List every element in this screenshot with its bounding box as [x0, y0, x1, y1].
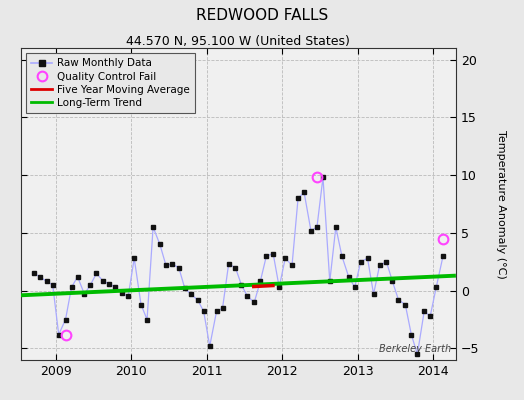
Y-axis label: Temperature Anomaly (°C): Temperature Anomaly (°C) — [496, 130, 506, 278]
Text: Berkeley Earth: Berkeley Earth — [379, 344, 452, 354]
Title: 44.570 N, 95.100 W (United States): 44.570 N, 95.100 W (United States) — [126, 35, 351, 48]
Text: REDWOOD FALLS: REDWOOD FALLS — [196, 8, 328, 23]
Legend: Raw Monthly Data, Quality Control Fail, Five Year Moving Average, Long-Term Tren: Raw Monthly Data, Quality Control Fail, … — [26, 53, 195, 113]
